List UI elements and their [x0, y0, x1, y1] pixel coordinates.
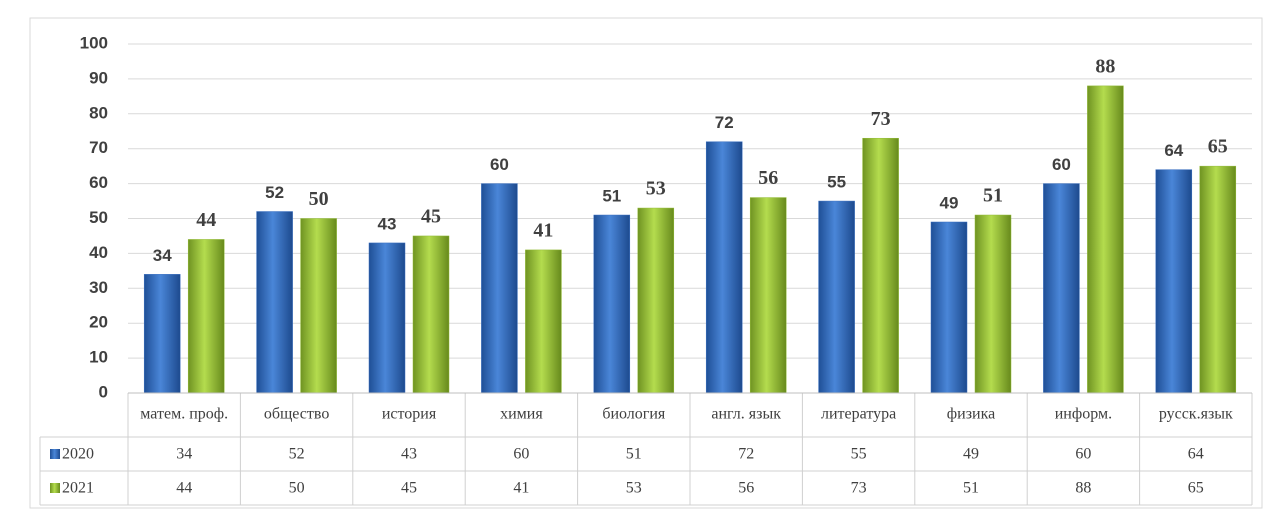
bar: [705, 141, 743, 394]
legend-swatch: [50, 483, 60, 493]
y-tick-label: 80: [89, 103, 108, 122]
table-value: 64: [1188, 446, 1204, 463]
value-label: 51: [983, 185, 1003, 207]
bar: [818, 200, 855, 394]
table-value: 88: [1075, 480, 1091, 497]
value-label: 51: [602, 186, 621, 205]
table-value: 53: [626, 480, 642, 497]
table-value: 50: [289, 480, 305, 497]
bar: [481, 183, 518, 394]
bar: [525, 249, 562, 394]
table-value: 73: [851, 480, 867, 497]
y-tick-label: 60: [89, 173, 108, 192]
legend-label: 2021: [62, 480, 94, 497]
bar: [368, 242, 406, 394]
bar: [300, 218, 337, 394]
legend-label: 2020: [62, 446, 94, 463]
value-label: 34: [153, 246, 172, 265]
bar: [1043, 183, 1080, 394]
legend-swatch: [50, 449, 60, 459]
x-tick-label: физика: [947, 406, 995, 423]
value-label: 53: [646, 178, 666, 200]
bar: [862, 137, 899, 394]
table-value: 51: [963, 480, 979, 497]
y-tick-label: 20: [89, 313, 108, 332]
y-tick-label: 40: [89, 243, 108, 262]
table-value: 44: [176, 480, 192, 497]
x-tick-label: информ.: [1055, 406, 1112, 423]
x-tick-label: история: [382, 406, 437, 423]
value-label: 65: [1208, 136, 1228, 158]
table-value: 60: [513, 446, 529, 463]
value-label: 60: [490, 155, 509, 174]
value-label: 56: [758, 167, 778, 189]
bar: [143, 274, 181, 394]
bar: [593, 214, 631, 394]
x-tick-label: химия: [500, 406, 543, 423]
bar: [1087, 85, 1124, 394]
x-tick-label: литература: [821, 406, 896, 423]
value-label: 44: [196, 209, 216, 231]
value-label: 64: [1164, 141, 1183, 160]
bar: [187, 239, 225, 394]
value-label: 50: [309, 188, 329, 210]
table-value: 56: [738, 480, 754, 497]
table-value: 72: [738, 446, 754, 463]
table-value: 52: [289, 446, 305, 463]
bar: [256, 211, 293, 394]
table-value: 43: [401, 446, 417, 463]
chart-frame: [29, 17, 1263, 509]
table-value: 65: [1188, 480, 1204, 497]
bar: [637, 207, 675, 394]
table-value: 55: [851, 446, 867, 463]
value-label: 43: [378, 214, 397, 233]
y-tick-label: 0: [99, 382, 108, 401]
y-tick-label: 10: [89, 348, 108, 367]
value-label: 55: [827, 173, 846, 192]
table-value: 60: [1075, 446, 1091, 463]
table-value: 34: [176, 446, 192, 463]
value-label: 45: [421, 206, 441, 228]
bar: [749, 197, 787, 394]
table-value: 41: [513, 480, 529, 497]
y-tick-label: 90: [89, 68, 108, 87]
table-value: 49: [963, 446, 979, 463]
value-label: 52: [265, 183, 284, 202]
x-tick-label: англ. язык: [711, 406, 781, 423]
bar: [412, 235, 450, 394]
x-tick-label: русск.язык: [1159, 406, 1233, 423]
table-value: 45: [401, 480, 417, 497]
x-tick-label: матем. проф.: [140, 406, 228, 423]
value-label: 72: [715, 113, 734, 132]
bar: [1155, 169, 1193, 394]
value-label: 73: [871, 108, 891, 130]
x-tick-label: биология: [602, 406, 666, 423]
bar: [930, 221, 968, 394]
table-value: 51: [626, 446, 642, 463]
y-tick-label: 50: [89, 208, 108, 227]
value-label: 88: [1095, 55, 1115, 77]
value-label: 49: [940, 193, 959, 212]
value-label: 60: [1052, 155, 1071, 174]
y-tick-label: 30: [89, 278, 108, 297]
y-tick-label: 70: [89, 138, 108, 157]
bar: [974, 214, 1012, 394]
value-label: 41: [533, 220, 553, 242]
y-tick-label: 100: [80, 33, 108, 52]
bar: [1199, 165, 1237, 394]
x-tick-label: общество: [264, 406, 330, 423]
